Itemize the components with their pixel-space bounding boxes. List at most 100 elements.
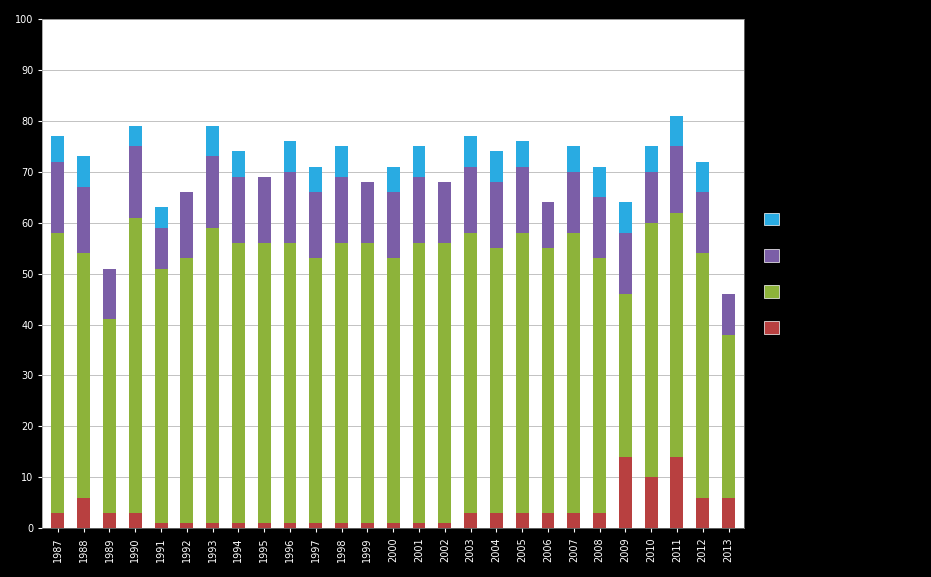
Bar bbox=[361, 523, 374, 528]
Bar bbox=[386, 167, 399, 192]
Bar bbox=[361, 243, 374, 523]
Bar bbox=[284, 523, 296, 528]
Bar bbox=[309, 167, 322, 192]
Bar bbox=[567, 513, 580, 528]
Bar bbox=[232, 177, 245, 243]
Bar bbox=[258, 523, 271, 528]
Bar bbox=[335, 523, 348, 528]
Bar bbox=[722, 294, 735, 335]
Bar bbox=[412, 243, 425, 523]
Bar bbox=[696, 498, 709, 528]
Bar bbox=[77, 498, 90, 528]
Bar bbox=[51, 233, 64, 513]
Bar bbox=[181, 192, 194, 258]
Bar bbox=[232, 243, 245, 523]
Bar bbox=[155, 523, 168, 528]
Bar bbox=[103, 320, 116, 513]
Bar bbox=[51, 162, 64, 233]
Bar bbox=[206, 228, 219, 523]
Bar bbox=[155, 268, 168, 523]
Bar bbox=[593, 258, 606, 513]
Bar bbox=[309, 258, 322, 523]
Bar bbox=[490, 513, 503, 528]
Bar bbox=[542, 513, 555, 528]
Bar bbox=[232, 523, 245, 528]
Bar bbox=[412, 523, 425, 528]
Bar bbox=[439, 523, 452, 528]
Bar bbox=[567, 172, 580, 233]
Bar bbox=[465, 136, 477, 167]
Bar bbox=[490, 248, 503, 513]
Bar bbox=[77, 187, 90, 253]
Bar bbox=[128, 126, 142, 147]
Bar bbox=[593, 167, 606, 197]
Bar bbox=[542, 203, 555, 248]
Bar bbox=[412, 177, 425, 243]
Bar bbox=[696, 253, 709, 498]
Bar bbox=[644, 172, 657, 223]
Bar bbox=[77, 253, 90, 498]
Bar bbox=[181, 523, 194, 528]
Bar bbox=[490, 151, 503, 182]
Bar bbox=[465, 233, 477, 513]
Bar bbox=[309, 523, 322, 528]
Bar bbox=[335, 147, 348, 177]
Bar bbox=[335, 177, 348, 243]
Bar bbox=[619, 233, 632, 294]
Bar bbox=[232, 151, 245, 177]
Bar bbox=[644, 147, 657, 172]
Bar bbox=[465, 167, 477, 233]
Bar bbox=[103, 513, 116, 528]
Bar bbox=[439, 243, 452, 523]
Bar bbox=[593, 197, 606, 258]
Bar bbox=[670, 457, 683, 528]
Bar bbox=[696, 192, 709, 253]
Bar bbox=[386, 192, 399, 258]
Bar bbox=[516, 513, 529, 528]
Bar bbox=[644, 223, 657, 477]
Bar bbox=[206, 126, 219, 156]
Bar bbox=[51, 513, 64, 528]
Bar bbox=[309, 192, 322, 258]
Bar bbox=[284, 141, 296, 172]
Bar bbox=[284, 172, 296, 243]
Bar bbox=[516, 141, 529, 167]
Bar bbox=[516, 233, 529, 513]
Bar bbox=[619, 457, 632, 528]
Bar bbox=[258, 243, 271, 523]
Bar bbox=[128, 218, 142, 513]
Bar bbox=[567, 147, 580, 172]
Bar bbox=[567, 233, 580, 513]
Bar bbox=[439, 182, 452, 243]
Bar bbox=[258, 177, 271, 243]
Bar bbox=[77, 156, 90, 187]
Bar bbox=[128, 513, 142, 528]
Bar bbox=[155, 207, 168, 228]
Bar bbox=[465, 513, 477, 528]
Bar bbox=[335, 243, 348, 523]
Bar bbox=[490, 182, 503, 248]
Bar bbox=[412, 147, 425, 177]
Bar bbox=[155, 228, 168, 268]
Bar bbox=[51, 136, 64, 162]
Bar bbox=[361, 182, 374, 243]
Bar bbox=[206, 523, 219, 528]
Bar bbox=[670, 212, 683, 457]
Legend: , , , : , , , bbox=[757, 207, 795, 341]
Bar bbox=[103, 268, 116, 320]
Bar bbox=[619, 294, 632, 457]
Bar bbox=[670, 147, 683, 212]
Bar bbox=[696, 162, 709, 192]
Bar bbox=[516, 167, 529, 233]
Bar bbox=[593, 513, 606, 528]
Bar bbox=[722, 498, 735, 528]
Bar bbox=[206, 156, 219, 228]
Bar bbox=[284, 243, 296, 523]
Bar bbox=[670, 116, 683, 147]
Bar bbox=[644, 477, 657, 528]
Bar bbox=[386, 258, 399, 523]
Bar bbox=[722, 335, 735, 498]
Bar bbox=[619, 203, 632, 233]
Bar bbox=[386, 523, 399, 528]
Bar bbox=[181, 258, 194, 523]
